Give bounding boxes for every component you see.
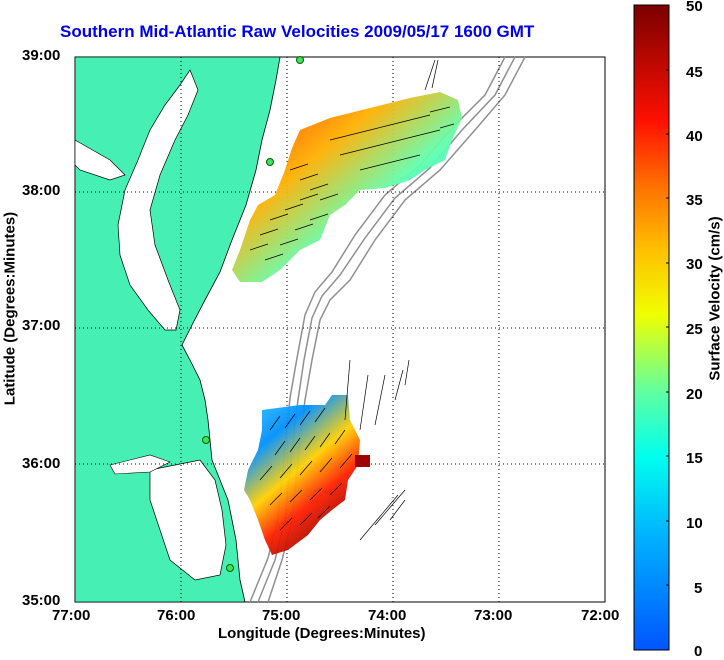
x-tick-label: 72:00: [581, 607, 620, 624]
velocity-vectors: [249, 59, 455, 541]
colorbar-tick-label: 10: [686, 515, 703, 532]
colorbar-tick-label: 35: [686, 192, 703, 209]
colorbar-tick-label: 50: [686, 0, 703, 15]
colorbar-tick-label: 0: [694, 643, 703, 660]
x-tick-label: 76:00: [157, 607, 196, 624]
x-tick-label: 74:00: [368, 607, 407, 624]
pamlico-sound: [149, 459, 227, 581]
station-marker: [266, 158, 274, 166]
map-title: Southern Mid-Atlantic Raw Velocities 200…: [60, 22, 535, 41]
station-marker: [226, 564, 234, 572]
y-tick-label: 37:00: [22, 317, 61, 334]
colorbar-tick-label: 20: [686, 386, 703, 403]
y-tick-label: 39:00: [22, 47, 61, 64]
y-tick-label: 38:00: [22, 182, 61, 199]
colorbar-tick-label: 45: [686, 64, 703, 81]
station-marker: [296, 56, 304, 64]
colorbar-tick-label: 5: [694, 580, 703, 597]
colorbar-tick-label: 15: [686, 450, 703, 467]
x-tick-label: 77:00: [52, 607, 91, 624]
y-tick-label: 35:00: [22, 592, 61, 609]
station-marker: [202, 436, 210, 444]
colorbar-tick-label: 40: [686, 128, 703, 145]
velocity-cell: [355, 455, 370, 467]
y-tick-label: 36:00: [22, 455, 61, 472]
colorbar-tick-label: 30: [686, 256, 703, 273]
velocity-field-south: [244, 395, 360, 555]
chesapeake-bay: [117, 69, 199, 331]
colorbar-ticks: [666, 69, 669, 586]
delaware-bay: [74, 139, 126, 181]
velocity-field-north: [232, 92, 462, 282]
colorbar: [633, 4, 670, 651]
colorbar-tick-label: 25: [686, 321, 703, 338]
x-tick-label: 75:00: [262, 607, 301, 624]
x-tick-label: 73:00: [474, 607, 513, 624]
radar-stations: [202, 56, 304, 572]
x-axis-label: Longitude (Degrees:Minutes): [218, 625, 426, 642]
